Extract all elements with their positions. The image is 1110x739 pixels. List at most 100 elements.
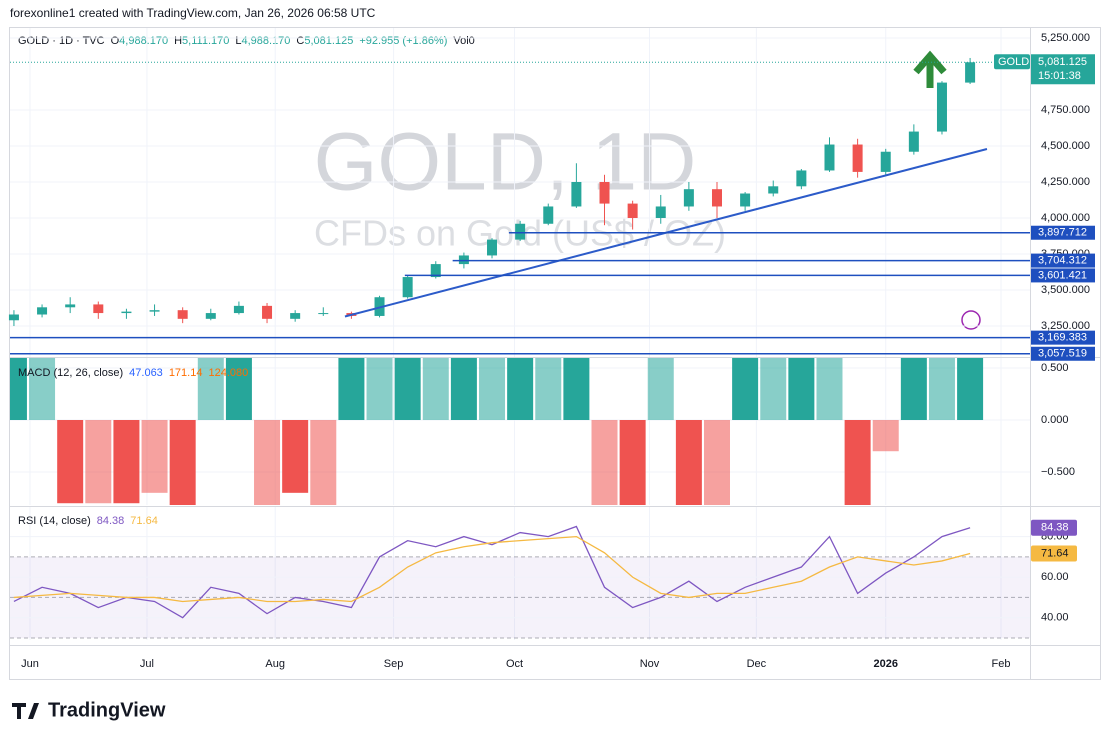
level-tag [1031,330,1095,345]
legend-entry: 71.64 [130,515,158,527]
histogram-bar [957,358,984,421]
candle-body [515,223,526,240]
readout: 171.14 [169,367,203,379]
histogram-bar [225,358,252,421]
histogram-bar [450,358,477,421]
legend-entry: 84.38 [97,515,125,527]
arrow-icon [913,50,947,88]
value-tag [1031,519,1077,536]
candle-body [599,181,610,204]
legend-key: O [111,35,120,47]
histogram-bar [675,420,702,505]
candle-body [768,186,779,194]
y-tick-label: 60.00 [1041,571,1069,583]
histogram-bar [563,358,590,421]
candle-body [936,82,947,132]
histogram-bar [113,420,140,504]
y-tick-label: 0.500 [1041,362,1069,374]
histogram-bar [928,358,955,421]
candle-body [93,304,104,314]
candle-body [8,314,19,321]
histogram-bar [85,420,112,504]
histogram-bar [760,358,787,421]
legend-value: 4,988.170 [119,35,168,47]
header: forexonline1 created with TradingView.co… [10,6,376,20]
histogram-bar [338,358,365,421]
legend-key: H [174,35,182,47]
candle-body [318,313,329,315]
event-icon [961,310,981,330]
candle-body [627,203,638,218]
candle-body [683,189,694,207]
candle-body [655,206,666,218]
level-tag [1031,225,1095,240]
candle-body [571,181,582,207]
histogram-bar [732,358,759,421]
price-tag-price: 5,081.125 [1038,56,1087,68]
candle-body [711,189,722,207]
candle-body [908,131,919,152]
footer-brand: TradingView [48,699,166,721]
pane-title: MACD (12, 26, close) [18,367,123,379]
y-tick-label: 3,250.000 [1041,320,1090,332]
frame [9,27,1101,680]
x-tick-label: Dec [747,658,767,670]
y-tick-label: 4,500.000 [1041,140,1090,152]
histogram-bar [619,420,646,505]
level-tag [1031,268,1095,283]
x-tick-label: Sep [384,658,404,670]
histogram-bar [57,420,84,504]
legend-value: 4,988.170 [241,35,290,47]
pane-title: RSI (14, close) [18,515,91,527]
candle-body [487,239,498,256]
candle-body [824,144,835,171]
histogram-bar [507,358,534,421]
histogram-bar [900,358,927,421]
rsi-band [10,556,1030,638]
rsi-line [13,525,971,619]
y-tick-label: 4,000.000 [1041,212,1090,224]
histogram-bar [29,358,56,421]
candle-body [205,313,216,319]
watermark: GOLD, 1D [314,117,697,208]
x-tick-label: Nov [640,658,660,670]
histogram-bar [788,358,815,421]
candle-body [233,305,244,314]
candle-body [177,310,188,319]
value-tag [1031,545,1077,562]
candle-body [796,170,807,187]
candle-body [290,313,301,319]
legend-volume: Vol0 [453,35,474,47]
rsi-line [13,535,971,603]
level-label: 3,169.383 [1038,332,1087,344]
histogram-bar [254,420,281,505]
level-label: 3,601.421 [1038,269,1087,281]
y-tick-label: 0.000 [1041,414,1069,426]
readout: 124.080 [208,367,248,379]
histogram-bar [282,420,309,493]
y-tick-label: 4,750.000 [1041,104,1090,116]
legend-key: L [235,35,241,47]
y-tick-label: 40.00 [1041,612,1069,624]
y-tick-label: 3,500.000 [1041,284,1090,296]
x-tick-label: Jul [140,658,154,670]
y-tick-label: 4,250.000 [1041,176,1090,188]
legend-value: 5,111.170 [182,35,229,47]
histogram-bar [366,358,393,421]
logo [12,703,39,719]
histogram-bar [647,358,674,421]
histogram-bar [141,420,168,493]
price-tag-bg [994,54,1030,70]
histogram-bar [310,420,337,505]
histogram-bar [169,420,196,505]
y-tick-label: −0.500 [1041,466,1075,478]
legend: GOLD · 1D · TVC O4,988.170 H5,111.170 L4,98… [18,35,475,47]
legend-symbol: GOLD · 1D · TVC [18,35,105,47]
histogram-bar [422,358,449,421]
histogram-bar [535,358,562,421]
candle-body [852,144,863,172]
candle-body [65,304,76,308]
candle-body [458,255,469,265]
x-tick-label: Oct [506,658,523,670]
legend-line: GOLD · 1D · TVC O4,988.170 H5,111.170 L4,98… [18,35,475,47]
